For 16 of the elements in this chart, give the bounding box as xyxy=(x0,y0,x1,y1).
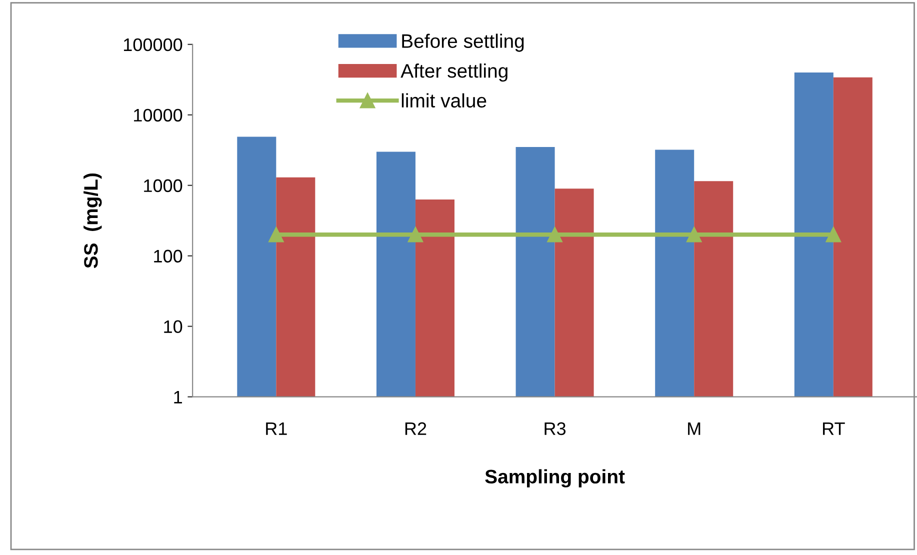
x-axis-title: Sampling point xyxy=(485,469,625,488)
y-tick-label: 100000 xyxy=(124,38,182,52)
x-tick-label: M xyxy=(688,422,700,435)
legend-label: After settling xyxy=(400,64,508,82)
y-tick-label: 10 xyxy=(164,320,182,334)
y-tick-label: 1000 xyxy=(144,179,182,192)
y-tick-label: 1 xyxy=(174,390,182,404)
x-tick-label: R2 xyxy=(405,422,426,435)
x-tick-label: R3 xyxy=(544,422,566,436)
y-tick-label: 100 xyxy=(154,250,182,263)
legend-label: limit value xyxy=(402,93,486,108)
legend-label: Before settling xyxy=(402,34,524,52)
y-tick-label: 10000 xyxy=(134,108,182,122)
y-axis-title: SS (mg/L) xyxy=(84,174,102,268)
x-tick-label: RT xyxy=(823,422,845,435)
x-tick-label: R1 xyxy=(266,422,287,435)
